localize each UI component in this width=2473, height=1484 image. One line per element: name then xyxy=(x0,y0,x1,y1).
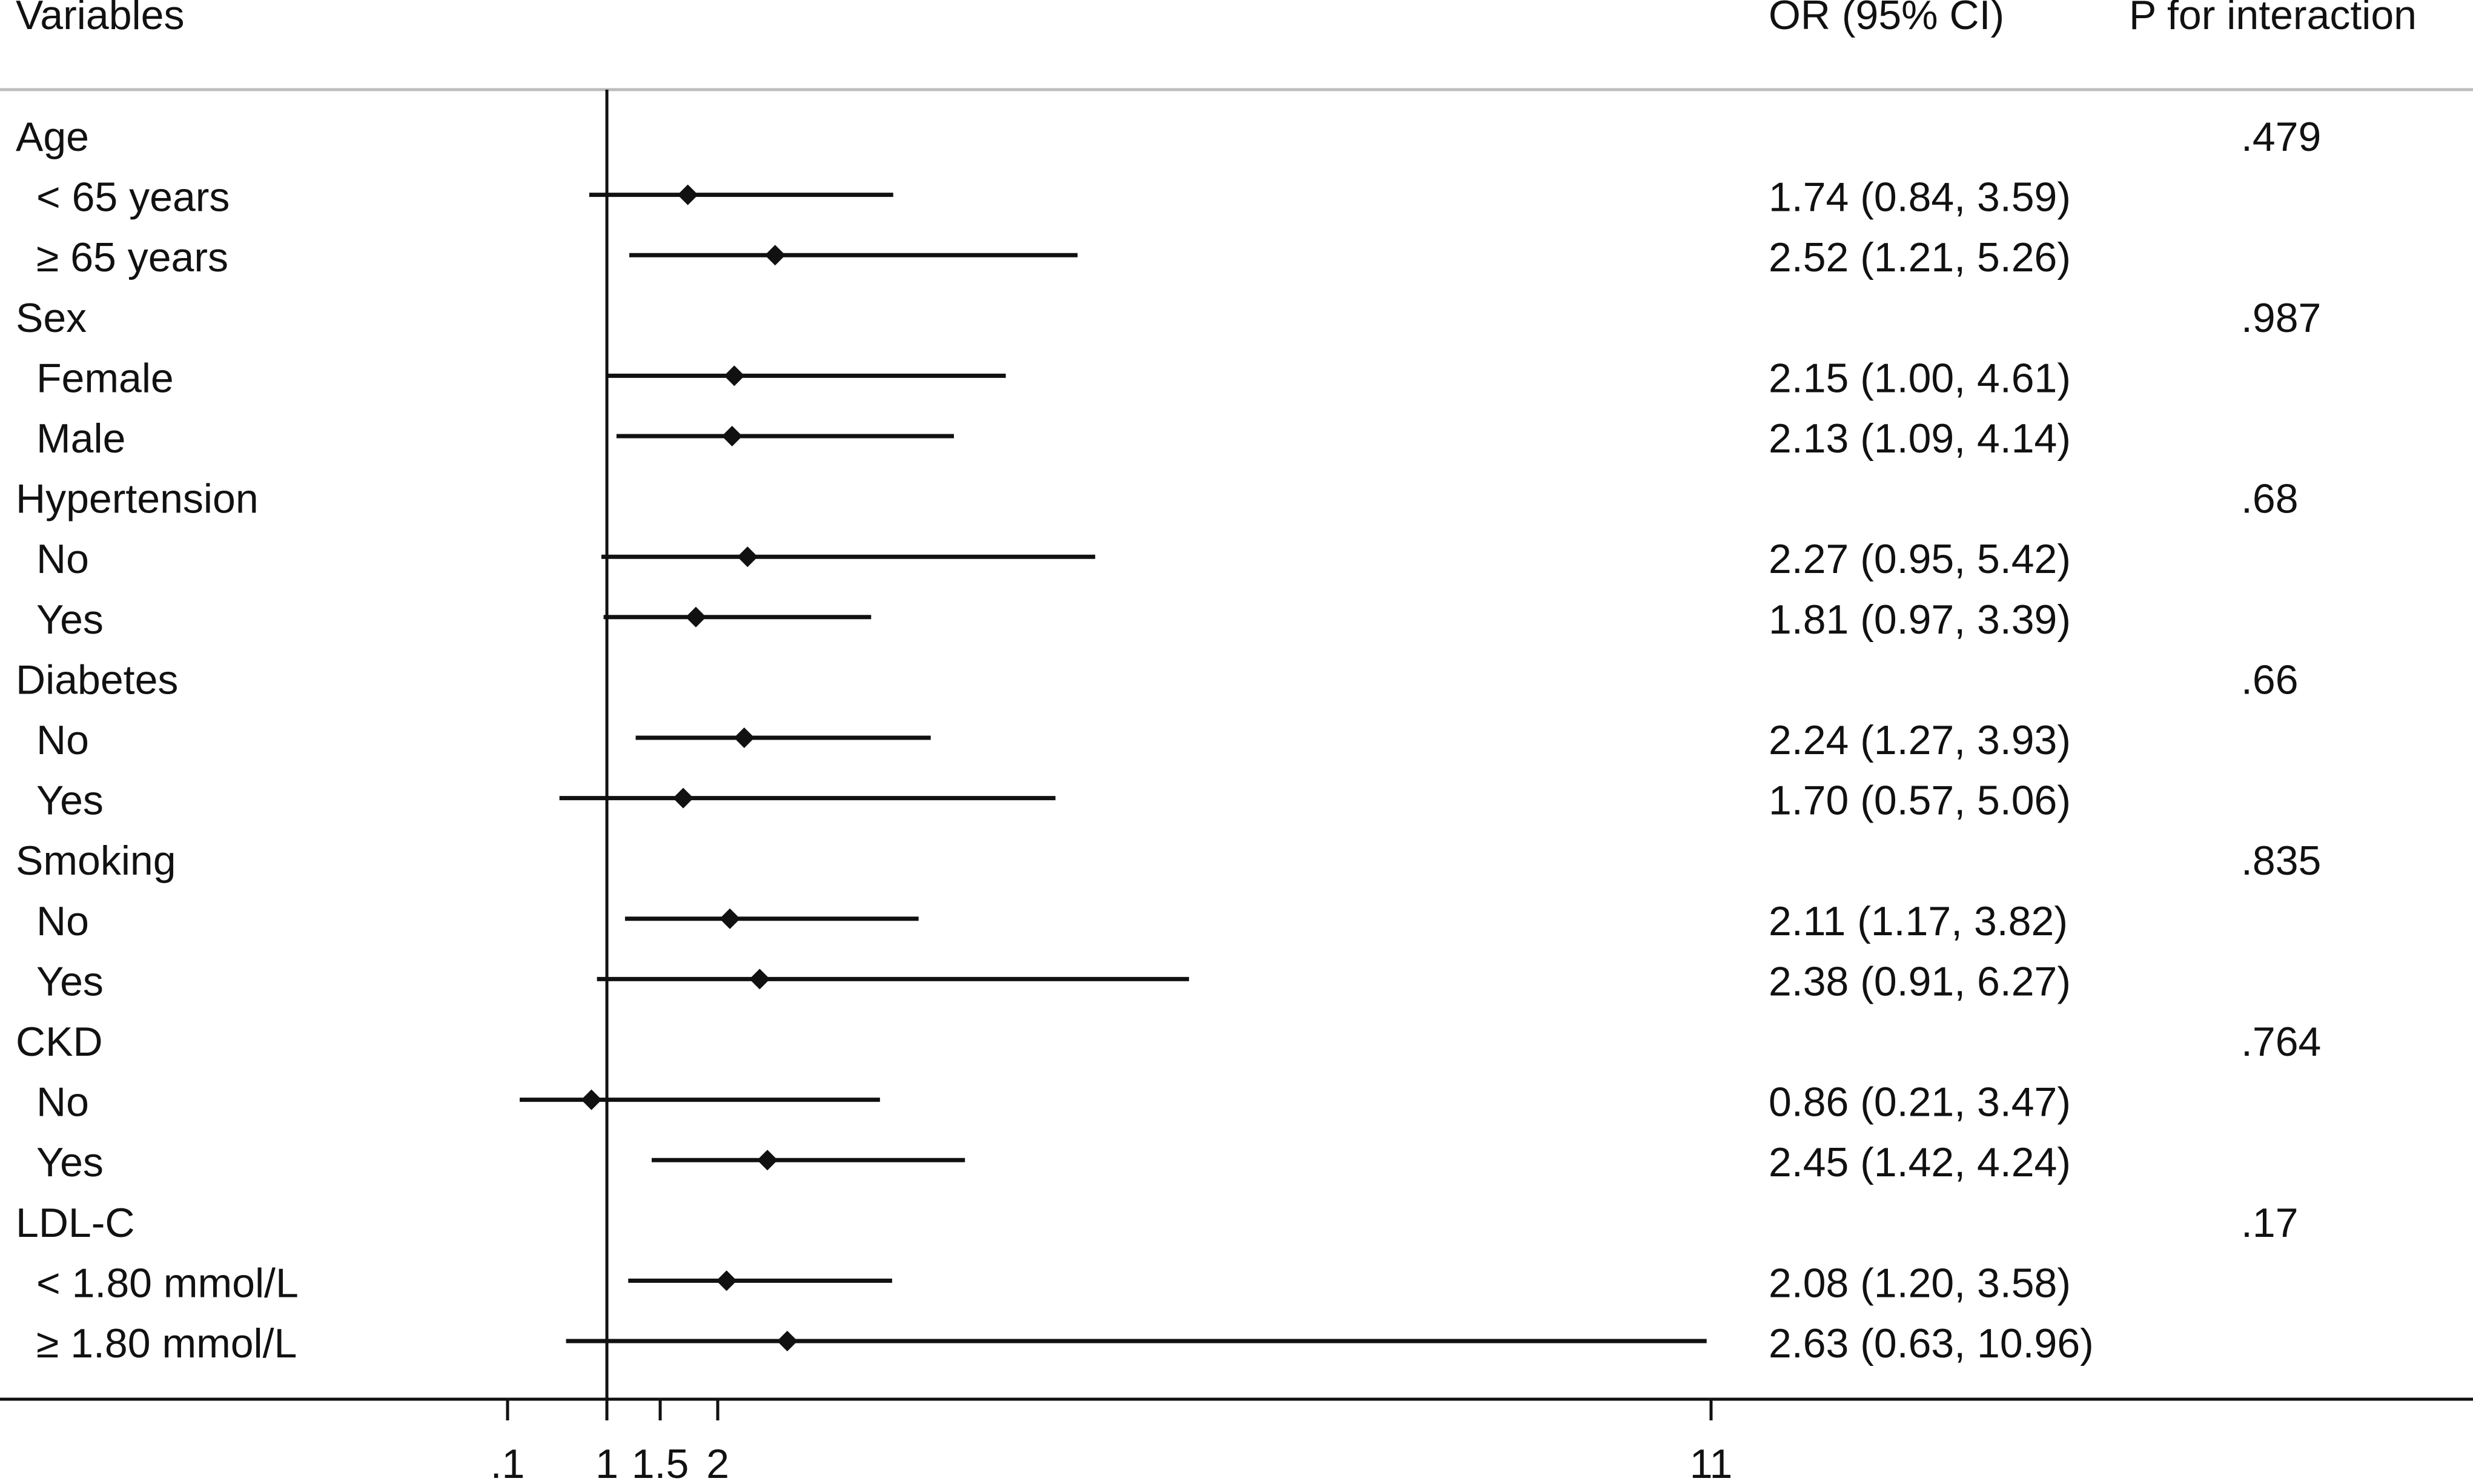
or-ci-text: 2.15 (1.00, 4.61) xyxy=(1769,355,2071,401)
group-label: Hypertension xyxy=(16,476,259,522)
or-point xyxy=(720,908,741,929)
p-interaction-value: .66 xyxy=(2241,657,2299,703)
or-ci-text: 2.45 (1.42, 4.24) xyxy=(1769,1139,2071,1185)
header-p-interaction: P for interaction xyxy=(2129,0,2417,38)
subgroup-label: Yes xyxy=(36,597,104,643)
x-tick-label: 11 xyxy=(1690,1441,1733,1484)
or-point xyxy=(677,184,698,205)
x-tick-label: 1.5 xyxy=(632,1441,689,1484)
header-variables: Variables xyxy=(16,0,184,38)
p-interaction-value: .68 xyxy=(2241,476,2299,522)
or-ci-text: 2.13 (1.09, 4.14) xyxy=(1769,416,2071,462)
p-interaction-value: .17 xyxy=(2241,1200,2299,1246)
header-or-ci: OR (95% CI) xyxy=(1769,0,2004,38)
group-label: Diabetes xyxy=(16,657,178,703)
or-ci-text: 2.38 (0.91, 6.27) xyxy=(1769,958,2071,1004)
subgroup-label: Yes xyxy=(36,778,104,824)
x-tick-label: .1 xyxy=(491,1441,525,1484)
or-ci-text: 2.27 (0.95, 5.42) xyxy=(1769,536,2071,582)
subgroup-label: Yes xyxy=(36,958,104,1004)
subgroup-label: < 1.80 mmol/L xyxy=(36,1260,299,1306)
subgroup-label: Female xyxy=(36,355,174,401)
p-interaction-value: .987 xyxy=(2241,295,2321,341)
or-ci-text: 1.81 (0.97, 3.39) xyxy=(1769,597,2071,643)
or-point xyxy=(685,606,706,628)
or-point xyxy=(776,1331,798,1351)
group-label: Smoking xyxy=(16,838,176,884)
or-point xyxy=(764,245,786,266)
or-point xyxy=(673,787,694,809)
subgroup-label: No xyxy=(36,717,89,763)
group-label: Sex xyxy=(16,295,87,341)
or-ci-text: 2.11 (1.17, 3.82) xyxy=(1769,898,2068,944)
subgroup-label: < 65 years xyxy=(36,174,230,220)
group-label: LDL-C xyxy=(16,1200,135,1246)
or-point xyxy=(716,1270,737,1291)
or-ci-text: 2.24 (1.27, 3.93) xyxy=(1769,717,2071,763)
or-ci-text: 1.70 (0.57, 5.06) xyxy=(1769,778,2071,824)
or-point xyxy=(733,727,755,748)
x-tick-label: 1 xyxy=(595,1441,618,1484)
subgroup-label: ≥ 1.80 mmol/L xyxy=(36,1320,297,1366)
subgroup-label: Yes xyxy=(36,1139,104,1185)
or-point xyxy=(737,546,758,568)
or-ci-text: 1.74 (0.84, 3.59) xyxy=(1769,174,2071,220)
or-ci-text: 2.63 (0.63, 10.96) xyxy=(1769,1320,2094,1366)
or-point xyxy=(581,1089,602,1110)
subgroup-label: No xyxy=(36,1079,89,1125)
or-point xyxy=(749,969,770,990)
or-ci-text: 2.52 (1.21, 5.26) xyxy=(1769,234,2071,280)
or-point xyxy=(724,365,745,386)
or-ci-text: 0.86 (0.21, 3.47) xyxy=(1769,1079,2071,1125)
group-label: CKD xyxy=(16,1019,103,1065)
subgroup-label: Male xyxy=(36,416,125,462)
or-point xyxy=(721,426,743,446)
subgroup-label: ≥ 65 years xyxy=(36,234,228,280)
x-tick-label: 2 xyxy=(706,1441,729,1484)
group-label: Age xyxy=(16,114,89,160)
subgroup-label: No xyxy=(36,898,89,944)
p-interaction-value: .764 xyxy=(2241,1019,2321,1065)
subgroup-label: No xyxy=(36,536,89,582)
p-interaction-value: .835 xyxy=(2241,838,2321,884)
or-point xyxy=(757,1150,778,1171)
p-interaction-value: .479 xyxy=(2241,114,2321,160)
or-ci-text: 2.08 (1.20, 3.58) xyxy=(1769,1260,2071,1306)
